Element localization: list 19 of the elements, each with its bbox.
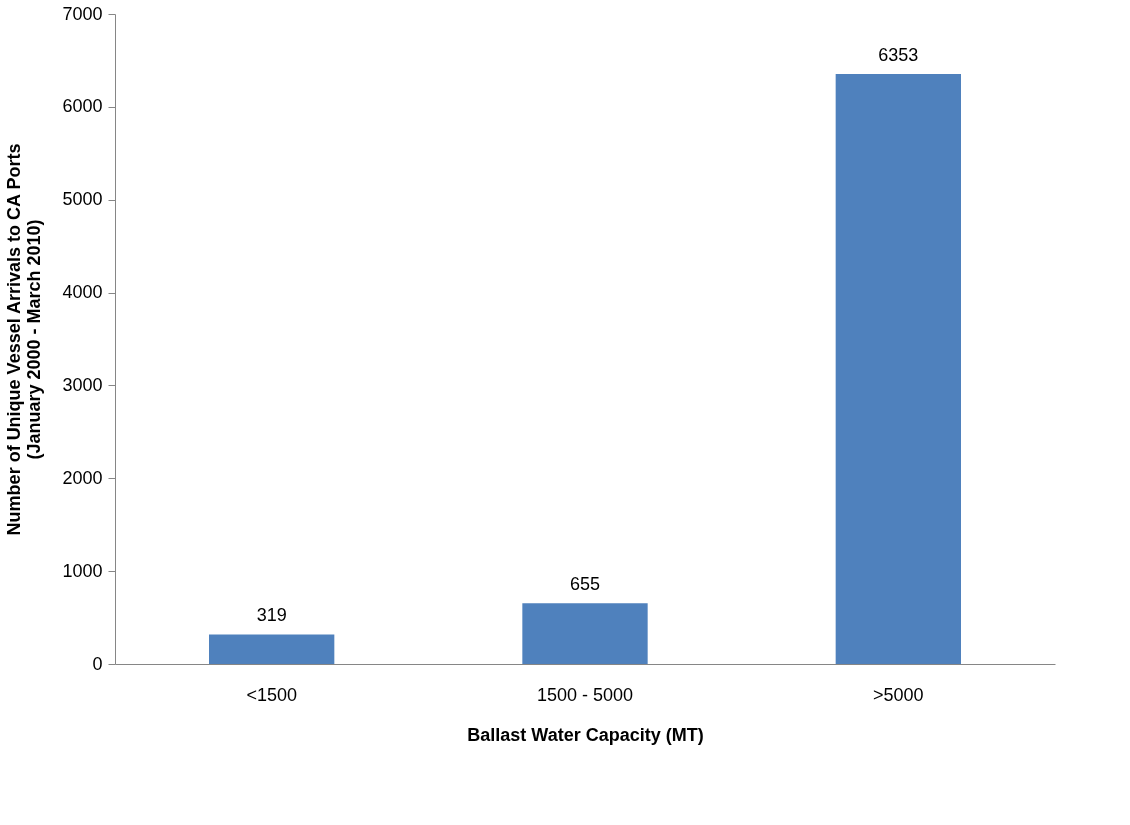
y-tick-label: 1000: [62, 560, 103, 581]
y-tick-label: 0: [92, 653, 103, 674]
x-tick-label: >5000: [873, 684, 924, 705]
data-label: 6353: [878, 45, 919, 66]
y-tick-label: 2000: [62, 467, 103, 488]
x-axis-title: Ballast Water Capacity (MT): [467, 724, 704, 745]
bar: [522, 603, 648, 664]
x-tick-label: <1500: [246, 684, 297, 705]
data-label: 655: [569, 574, 601, 595]
y-tick-label: 4000: [62, 282, 103, 303]
y-axis-title: Number of Unique Vessel Arrivals to CA Ports (January 2000 - March 2010): [4, 143, 45, 536]
y-tick-label: 5000: [62, 189, 103, 210]
bar: [835, 74, 961, 664]
bar: [209, 634, 335, 664]
data-label: 319: [256, 605, 287, 626]
y-tick-label: 6000: [62, 96, 103, 117]
x-tick-label: 1500 - 5000: [536, 684, 634, 705]
y-tick-label: 7000: [62, 3, 103, 24]
y-tick-label: 3000: [62, 374, 103, 395]
